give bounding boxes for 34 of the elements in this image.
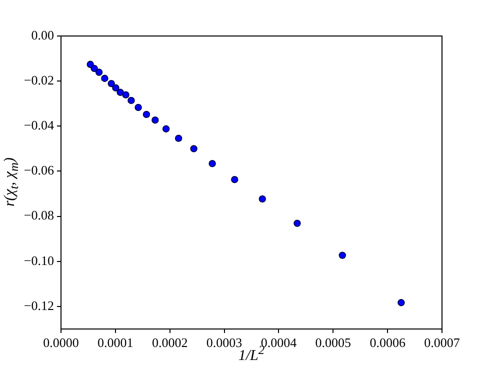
y-tick-label: −0.02 [24,72,54,88]
x-tick-label: 0.0002 [152,335,188,350]
point [142,110,150,118]
point [112,84,120,92]
point [174,134,182,142]
point [231,176,238,184]
point [162,125,170,132]
point [101,74,108,82]
y-tick-label: −0.06 [24,162,54,178]
x-tick-label: 0.0003 [206,335,242,350]
y-tick-label: −0.08 [24,208,54,223]
x-tick-label: 0.0005 [315,335,352,350]
point [152,116,159,124]
point [208,160,216,168]
point [90,64,98,72]
point [338,252,346,259]
point [95,68,103,76]
point [108,80,115,88]
point [134,104,142,112]
x-tick-label: 0.0001 [98,335,134,350]
point [294,220,301,227]
x-tick-label: 0.0000 [43,335,79,350]
point [122,91,130,98]
point [116,88,124,96]
y-tick-label: −0.10 [24,252,54,268]
point [128,96,135,104]
y-tick-label: −0.04 [24,118,54,133]
point [398,299,405,306]
y-tick-label: −0.12 [24,298,54,313]
point [258,195,266,203]
x-tick-label: 0.0007 [424,335,460,350]
y-tick-label: 0.00 [31,27,54,42]
point [190,145,198,152]
x-tick-label: 0.0006 [370,335,406,350]
